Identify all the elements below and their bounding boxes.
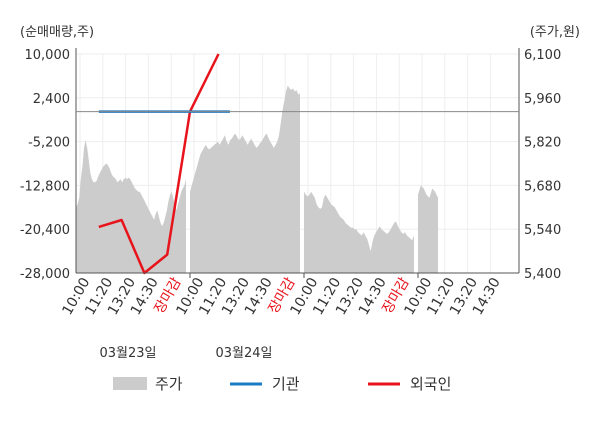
date-label-1: 03월23일	[99, 346, 156, 361]
right-tick-label: 5,960	[524, 92, 561, 107]
right-tick-label: 5,540	[524, 223, 561, 238]
right-tick-label: 6,100	[524, 48, 561, 63]
foreign-series	[98, 53, 220, 275]
left-tick-label: 10,000	[25, 48, 71, 63]
right-tick-labels: 6,100 5,960 5,820 5,680 5,540 5,400	[524, 48, 561, 282]
price-area-series	[76, 85, 438, 273]
legend-price-swatch	[113, 377, 147, 390]
price-area-day-4	[418, 185, 438, 273]
left-axis-label: (순매매량,주)	[20, 25, 94, 40]
left-tick-labels: 10,000 2,400 -5,200 -12,800 -20,400 -28,000	[20, 48, 70, 282]
left-tick-label: -5,200	[28, 136, 70, 151]
date-label-2: 03월24일	[215, 346, 272, 361]
right-tick-label: 5,400	[524, 267, 561, 282]
price-area-day-3	[304, 191, 414, 273]
left-tick-label: 2,400	[33, 92, 70, 107]
right-axis-label: (주가,원)	[530, 25, 580, 40]
right-tick-label: 5,680	[524, 179, 561, 194]
legend-institution-label: 기관	[272, 375, 300, 393]
legend-price-label: 주가	[155, 375, 183, 393]
legend-foreign-label: 외국인	[410, 375, 451, 393]
left-tick-label: -20,400	[20, 223, 70, 238]
price-area-day-2	[190, 85, 300, 273]
price-area-day-1	[76, 140, 186, 273]
legend: 주가 기관 외국인	[113, 375, 451, 393]
right-tick-label: 5,820	[524, 136, 561, 151]
axes	[75, 48, 520, 278]
foreign-line	[98, 53, 220, 275]
left-tick-label: -12,800	[20, 179, 70, 194]
left-tick-label: -28,000	[20, 267, 70, 282]
